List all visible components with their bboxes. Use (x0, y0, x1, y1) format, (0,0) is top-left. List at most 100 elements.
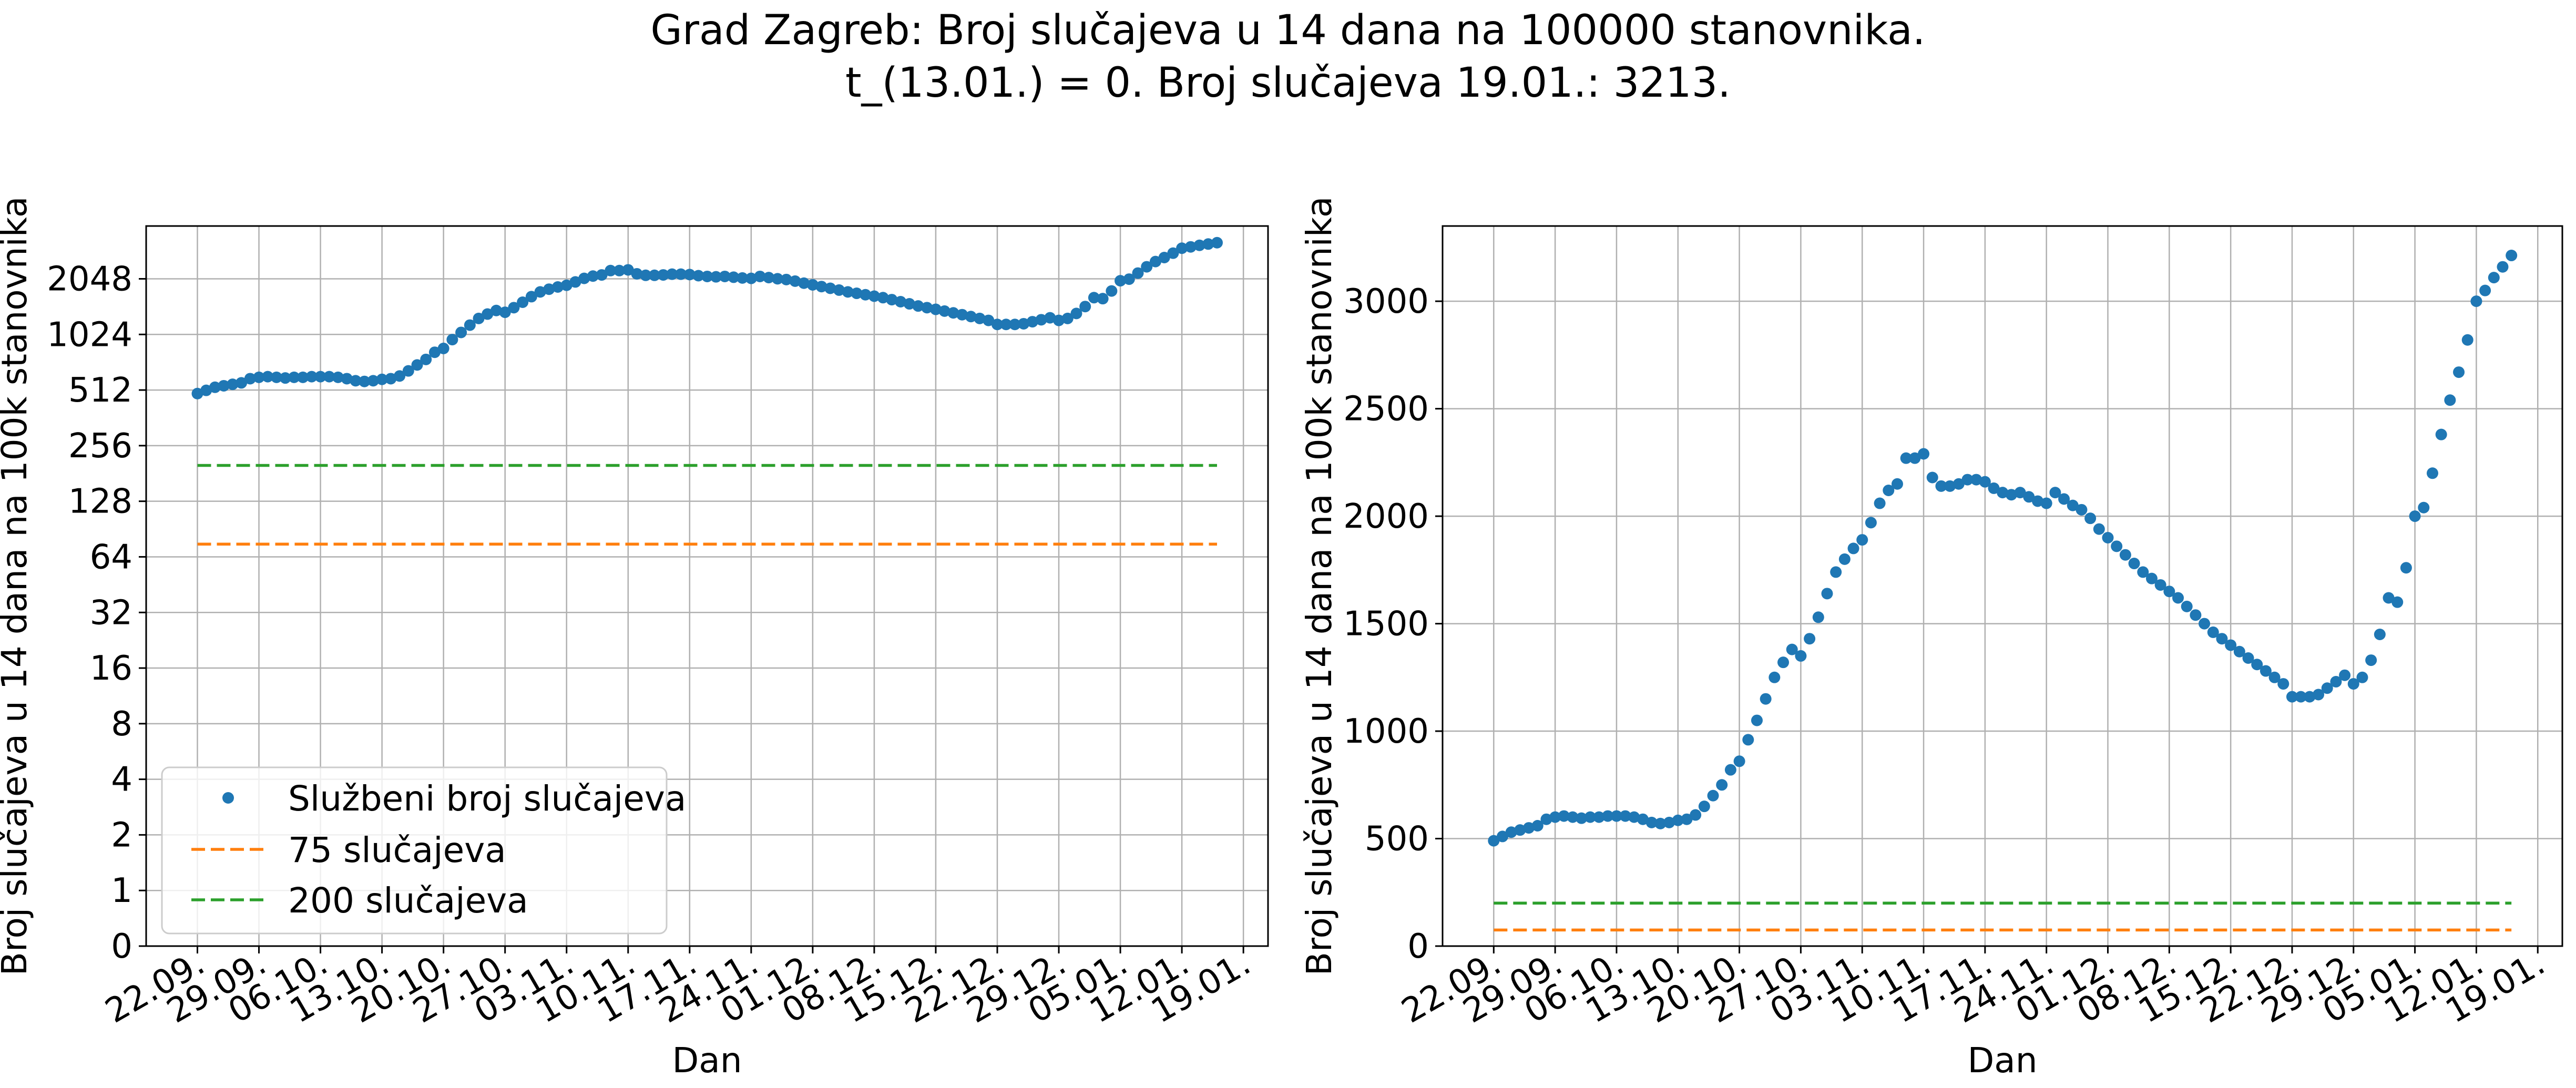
legend-label: 75 slučajeva (288, 830, 506, 870)
x-axis-label: Dan (1967, 1040, 2037, 1081)
data-point (490, 304, 502, 316)
y-tick-label: 512 (68, 371, 132, 410)
y-tick-label: 2 (111, 816, 132, 855)
data-point (253, 371, 265, 383)
data-point (244, 373, 256, 385)
data-point (2321, 682, 2333, 694)
data-point (666, 268, 678, 280)
data-point (2356, 671, 2368, 683)
data-point (648, 269, 660, 281)
left-chart-log-scale: 22.09.29.09.06.10.13.10.20.10.27.10.03.1… (0, 197, 1269, 1081)
data-point (1672, 814, 1684, 826)
data-point (912, 300, 924, 312)
y-tick-label: 64 (90, 538, 132, 577)
data-point (1149, 255, 1161, 268)
data-point (772, 273, 784, 285)
data-point (1123, 273, 1135, 285)
data-point (543, 283, 555, 295)
data-point (789, 275, 801, 287)
data-point (2225, 639, 2237, 651)
data-point (824, 282, 836, 294)
axes-frame (1442, 225, 2563, 947)
y-tick-label: 128 (68, 483, 132, 521)
data-point (2409, 510, 2421, 522)
data-point (842, 286, 854, 298)
data-point (1663, 816, 1675, 828)
y-tick-label: 1024 (47, 315, 132, 354)
data-point (1549, 811, 1561, 823)
data-point (895, 296, 907, 308)
data-point (499, 306, 511, 319)
data-point (833, 284, 845, 296)
data-point (2199, 618, 2211, 630)
y-tick-label: 2000 (1343, 497, 1429, 536)
data-point (2154, 579, 2166, 591)
data-point (1505, 826, 1517, 838)
data-point (262, 371, 274, 383)
y-tick-label: 1500 (1343, 605, 1429, 644)
y-axis-label: Broj slučajeva u 14 dana na 100k stanovn… (0, 197, 35, 976)
data-point (552, 281, 564, 293)
data-point (2461, 334, 2473, 346)
data-point (1026, 316, 1038, 328)
data-point (218, 379, 230, 392)
legend-box (161, 766, 668, 935)
data-point (2076, 504, 2088, 516)
data-point (1035, 314, 1047, 326)
data-point (314, 371, 326, 383)
data-point (288, 371, 300, 383)
data-point (1900, 452, 1912, 464)
data-point (569, 276, 581, 288)
data-point (2251, 659, 2263, 671)
data-point (1132, 267, 1144, 279)
data-point (2137, 566, 2149, 578)
y-tick-label: 0 (111, 927, 132, 966)
data-point (270, 371, 282, 383)
data-point (2444, 394, 2456, 406)
data-point (1619, 810, 1631, 822)
data-point (1926, 471, 1938, 484)
data-point (385, 373, 397, 385)
y-tick-label: 1000 (1343, 712, 1429, 751)
data-point (2233, 645, 2245, 658)
data-point (719, 270, 731, 282)
y-tick-label: 16 (90, 649, 132, 688)
data-point (745, 272, 757, 284)
data-point (2190, 609, 2202, 621)
data-point (692, 270, 704, 282)
data-point (236, 377, 248, 389)
data-point (1760, 693, 1772, 705)
data-point (411, 359, 423, 371)
data-point (1211, 237, 1223, 249)
data-point (1567, 811, 1579, 823)
data-point (1716, 779, 1728, 791)
data-point (2172, 592, 2184, 604)
data-point (1184, 241, 1197, 253)
data-point (2128, 558, 2140, 570)
data-point (587, 270, 599, 282)
data-point (534, 286, 546, 298)
data-point (1751, 714, 1763, 726)
data-point (798, 277, 810, 289)
data-point (2084, 512, 2097, 525)
data-point (191, 387, 203, 399)
data-point (1777, 656, 1790, 669)
data-point (947, 307, 959, 319)
data-point (420, 353, 432, 365)
data-point (455, 326, 467, 338)
data-point (1637, 813, 1649, 825)
figure-title-line1: Grad Zagreb: Broj slučajeva u 14 dana na… (650, 7, 1926, 54)
data-point (2391, 596, 2404, 608)
data-point (2102, 531, 2114, 543)
data-point (1847, 542, 1859, 555)
data-point (1874, 497, 1886, 509)
data-point (1698, 800, 1710, 813)
data-point (1944, 480, 1956, 492)
data-point (675, 268, 687, 280)
data-point (622, 264, 634, 276)
data-point (2040, 497, 2052, 509)
data-point (1786, 643, 1798, 655)
data-point (1000, 319, 1012, 331)
data-point (1053, 314, 1065, 326)
